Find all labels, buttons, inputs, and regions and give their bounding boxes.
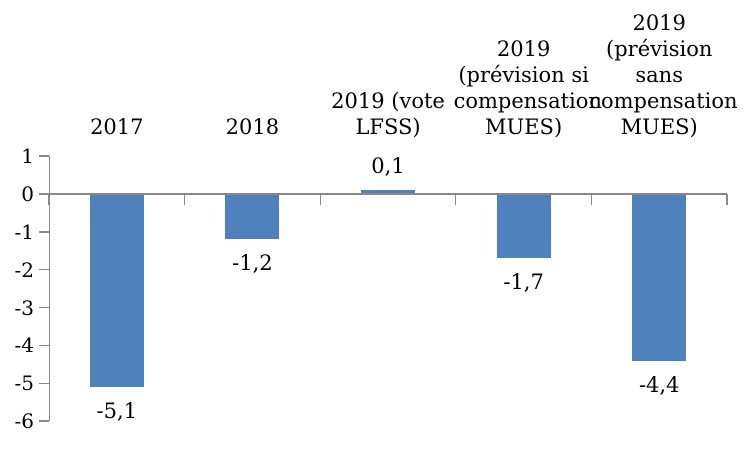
category-label: 2018	[225, 115, 280, 139]
bar-2019 (vote-2	[361, 190, 415, 194]
y-axis-tick-mark	[39, 155, 49, 157]
y-axis-tick-mark	[39, 382, 49, 384]
y-axis-tick-mark	[39, 344, 49, 347]
data-label: -4,4	[638, 372, 680, 397]
y-axis-tick-mark	[39, 269, 49, 271]
y-axis-tick-label: -1	[14, 219, 34, 244]
y-axis-tick-mark	[39, 231, 49, 233]
bar-2019 (prévision si compensation-3	[496, 194, 551, 259]
category-axis-tick-mark	[48, 194, 50, 205]
y-axis-tick-mark	[39, 306, 49, 309]
bar-2018-1	[225, 194, 280, 240]
y-axis-line	[49, 156, 51, 422]
category-label: 2019 (vote LFSS)	[331, 89, 445, 139]
y-axis-tick-mark	[39, 193, 49, 195]
category-axis-tick-mark	[726, 194, 728, 205]
y-axis-tick-label: 0	[21, 182, 34, 206]
y-axis-tick-mark	[39, 420, 49, 422]
bar-2019 (prévision sans compensation-4	[632, 194, 687, 361]
y-axis-tick-label: -4	[14, 333, 34, 358]
bar-2017-0	[89, 194, 144, 388]
zero-gridline	[49, 193, 727, 195]
data-label: -1,7	[503, 270, 544, 295]
y-axis-tick-label: -5	[14, 371, 34, 396]
category-axis-tick-mark	[590, 194, 593, 205]
y-axis-tick-label: 1	[21, 144, 34, 169]
data-label: 0,1	[371, 154, 405, 179]
data-label: -5,1	[96, 399, 138, 424]
category-label: 2019 (prévision si compensation MUES)	[453, 37, 602, 139]
y-axis-tick-label: -6	[14, 409, 34, 434]
y-axis-tick-label: -2	[14, 257, 34, 282]
data-label: -1,2	[232, 251, 273, 276]
category-axis-tick-mark	[455, 194, 457, 205]
y-axis-tick-label: -3	[14, 295, 34, 320]
category-axis-tick-mark	[319, 194, 321, 205]
category-label: 2017	[90, 115, 144, 139]
category-axis-tick-mark	[183, 194, 186, 205]
category-label: 2019 (prévision sans compensation MUES)	[589, 11, 738, 139]
